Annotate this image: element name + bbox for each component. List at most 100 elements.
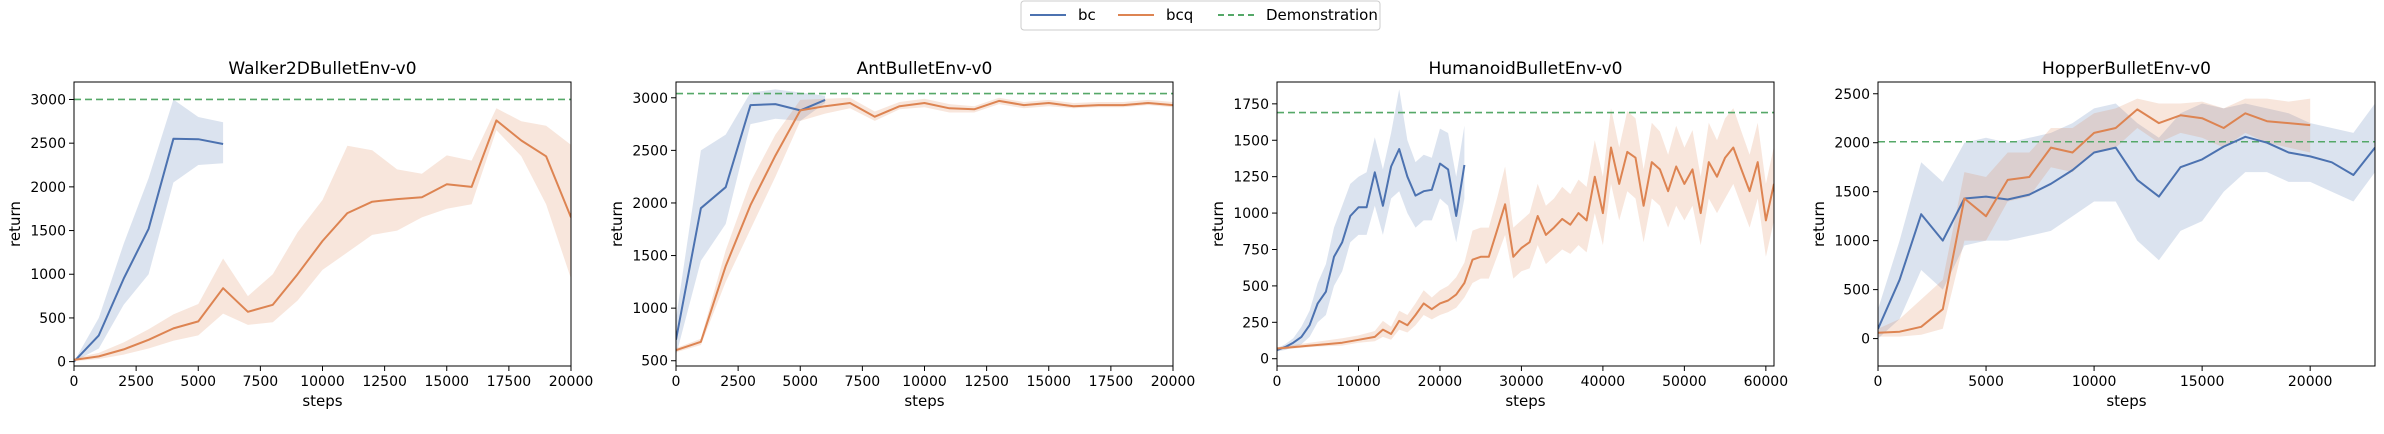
legend-label: bc xyxy=(1078,6,1096,24)
x-axis-label: steps xyxy=(2106,392,2146,410)
x-tick-label: 20000 xyxy=(2288,374,2333,390)
y-tick-label: 0 xyxy=(1861,332,1870,348)
subplot-2: 0 2500 5000 7500 10000 12500 15000 17500 20000 50… xyxy=(608,59,1195,410)
subplot-1: 0 2500 5000 7500 10000 12500 15000 17500 20000 0 5… xyxy=(6,59,593,410)
series-line-bc xyxy=(1277,148,1466,351)
x-tick-label: 15000 xyxy=(2180,374,2225,390)
x-tick-label: 10000 xyxy=(2072,374,2117,390)
confidence-band-bcq xyxy=(74,108,571,362)
legend-frame xyxy=(1020,0,1381,31)
x-tick-label: 10000 xyxy=(902,374,947,390)
series-line-bcq xyxy=(1878,108,2311,334)
subplot-4: 0 5000 10000 15000 20000 0 500 1000 1500 2000 2500… xyxy=(1810,59,2376,410)
y-tick-label: 500 xyxy=(39,311,66,327)
x-tick-label: 30000 xyxy=(1499,374,1544,390)
x-tick-label: 0 xyxy=(1874,374,1883,390)
y-tick-label: 2500 xyxy=(30,136,66,152)
x-tick-label: 10000 xyxy=(1336,374,1381,390)
y-axis-label: return xyxy=(1810,201,1828,247)
x-tick-label: 15000 xyxy=(424,374,469,390)
y-tick-label: 3000 xyxy=(632,91,668,107)
confidence-band-bc xyxy=(1277,89,1465,352)
x-tick-label: 12500 xyxy=(964,374,1009,390)
y-tick-label: 2000 xyxy=(1834,136,1870,152)
plot-area xyxy=(676,89,1173,356)
x-axis-label: steps xyxy=(1505,392,1545,410)
x-tick-label: 0 xyxy=(1273,374,1282,390)
x-tick-label: 20000 xyxy=(1418,374,1463,390)
y-tick-label: 1000 xyxy=(30,267,66,283)
y-tick-label: 2000 xyxy=(30,180,66,196)
axes-frame xyxy=(1877,81,2376,367)
series-line-bcq xyxy=(676,99,1173,352)
y-axis-label: return xyxy=(608,201,626,247)
y-axis-label: return xyxy=(6,201,24,247)
plot-area xyxy=(1878,98,2375,339)
y-tick-label: 1500 xyxy=(30,224,66,240)
confidence-band-bc xyxy=(676,89,826,356)
y-tick-label: 500 xyxy=(1242,279,1269,295)
y-tick-label: 2500 xyxy=(1834,87,1870,103)
y-tick-label: 2500 xyxy=(632,143,668,159)
series-line-bc xyxy=(74,137,224,363)
legend-entry-demonstration: Demonstration xyxy=(1218,6,1378,24)
series-line-bcq xyxy=(1277,146,1774,350)
x-tick-label: 17500 xyxy=(487,374,532,390)
y-tick-label: 750 xyxy=(1242,242,1269,258)
y-tick-label: 500 xyxy=(641,354,668,370)
legend-label: Demonstration xyxy=(1266,6,1378,24)
x-axis-label: steps xyxy=(302,392,342,410)
x-tick-label: 20000 xyxy=(1151,374,1196,390)
confidence-band-bc xyxy=(1878,103,2375,339)
y-tick-label: 1250 xyxy=(1233,170,1269,186)
y-tick-label: 1000 xyxy=(632,301,668,317)
y-tick-label: 2000 xyxy=(632,196,668,212)
x-tick-label: 17500 xyxy=(1089,374,1134,390)
y-tick-label: 1000 xyxy=(1834,234,1870,250)
x-tick-label: 40000 xyxy=(1581,374,1626,390)
x-tick-label: 7500 xyxy=(845,374,881,390)
series-line-bcq xyxy=(74,119,571,361)
subplot-title: AntBulletEnv-v0 xyxy=(857,59,993,79)
x-tick-label: 7500 xyxy=(243,374,279,390)
plot-area xyxy=(1277,89,1774,352)
y-tick-label: 0 xyxy=(1260,352,1269,368)
y-tick-label: 1750 xyxy=(1233,97,1269,113)
axes-frame xyxy=(1276,81,1775,367)
x-tick-label: 2500 xyxy=(720,374,756,390)
subplot-title: Walker2DBulletEnv-v0 xyxy=(228,59,416,79)
x-tick-label: 5000 xyxy=(180,374,216,390)
x-tick-label: 0 xyxy=(70,374,79,390)
x-tick-label: 5000 xyxy=(782,374,818,390)
y-tick-label: 1500 xyxy=(632,249,668,265)
subplot-3: 0 10000 20000 30000 40000 50000 60000 0 250 500 75… xyxy=(1209,59,1788,410)
y-tick-label: 250 xyxy=(1242,315,1269,331)
subplots: 0 2500 5000 7500 10000 12500 15000 17500 2000005… xyxy=(6,59,2376,410)
y-tick-label: 3000 xyxy=(30,92,66,108)
x-tick-label: 50000 xyxy=(1662,374,1707,390)
subplot-title: HopperBulletEnv-v0 xyxy=(2042,59,2211,79)
x-tick-label: 12500 xyxy=(362,374,407,390)
series-line-bc xyxy=(1878,135,2375,330)
confidence-band-bcq xyxy=(1878,98,2311,337)
legend-entry-bc: bc xyxy=(1030,6,1096,24)
y-tick-label: 1500 xyxy=(1834,185,1870,201)
legend: bc bcq Demonstration xyxy=(1020,0,1381,31)
x-tick-label: 15000 xyxy=(1026,374,1071,390)
legend-label: bcq xyxy=(1166,6,1193,24)
y-tick-label: 1500 xyxy=(1233,133,1269,149)
x-tick-label: 5000 xyxy=(1968,374,2004,390)
x-tick-label: 0 xyxy=(672,374,681,390)
x-tick-label: 2500 xyxy=(118,374,154,390)
confidence-band-bcq xyxy=(676,97,1173,353)
subplot-title: HumanoidBulletEnv-v0 xyxy=(1429,59,1623,79)
x-axis-label: steps xyxy=(904,392,944,410)
legend-entry-bcq: bcq xyxy=(1118,6,1193,24)
x-tick-label: 60000 xyxy=(1744,374,1789,390)
y-axis-label: return xyxy=(1209,201,1227,247)
y-tick-label: 0 xyxy=(57,355,66,371)
x-tick-label: 10000 xyxy=(300,374,345,390)
y-tick-label: 1000 xyxy=(1233,206,1269,222)
plot-area xyxy=(74,98,571,363)
